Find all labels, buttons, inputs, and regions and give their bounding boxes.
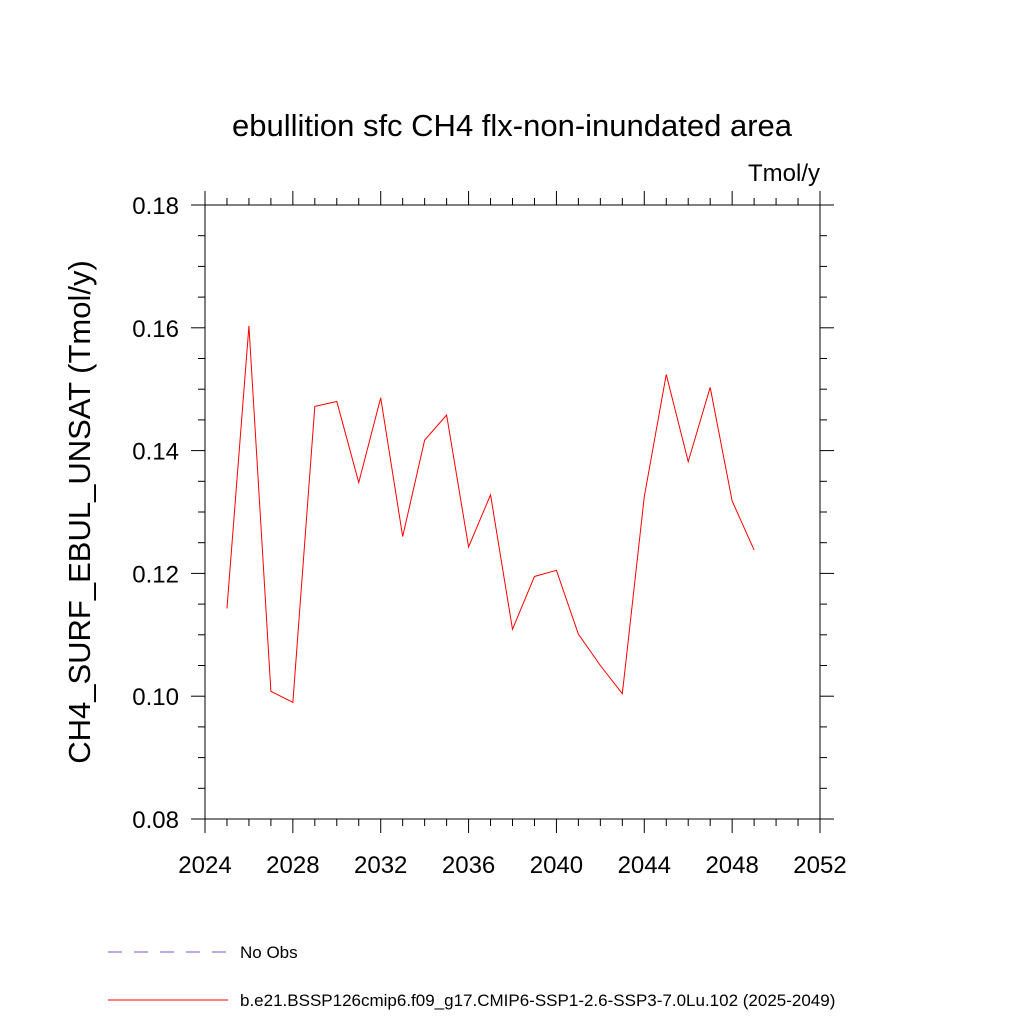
y-tick-label: 0.16	[132, 316, 179, 343]
x-tick-label: 2048	[705, 852, 758, 879]
x-tick-label: 2040	[530, 852, 583, 879]
units-label: Tmol/y	[748, 160, 820, 187]
y-tick-label: 0.18	[132, 193, 179, 220]
y-axis-label: CH4_SURF_EBUL_UNSAT (Tmol/y)	[62, 260, 97, 764]
x-tick-label: 2036	[442, 852, 495, 879]
plot-frame	[204, 204, 821, 820]
x-tick-label: 2052	[793, 852, 846, 879]
x-tick-label: 2024	[178, 852, 231, 879]
y-tick-label: 0.12	[132, 561, 179, 588]
legend-label: No Obs	[240, 943, 298, 962]
y-tick-label: 0.10	[132, 684, 179, 711]
series-layer	[226, 325, 755, 704]
axes: 2024 2028 2032 2036 2040 2044 2048 2052 0.08 0.10…	[132, 191, 847, 879]
legend: No Obs b.e21.BSSP126cmip6.f09_g17.CMIP6-S…	[108, 943, 835, 1010]
x-tick-label: 2028	[266, 852, 319, 879]
y-tick-label: 0.14	[132, 439, 179, 466]
legend-label: b.e21.BSSP126cmip6.f09_g17.CMIP6-SSP1-2.…	[240, 991, 835, 1010]
x-tick-label: 2032	[354, 852, 407, 879]
x-tick-label: 2044	[618, 852, 671, 879]
chart-title: ebullition sfc CH4 flx-non-inundated are…	[232, 108, 793, 143]
series-line-1	[226, 325, 755, 704]
y-tick-label: 0.08	[132, 807, 179, 834]
